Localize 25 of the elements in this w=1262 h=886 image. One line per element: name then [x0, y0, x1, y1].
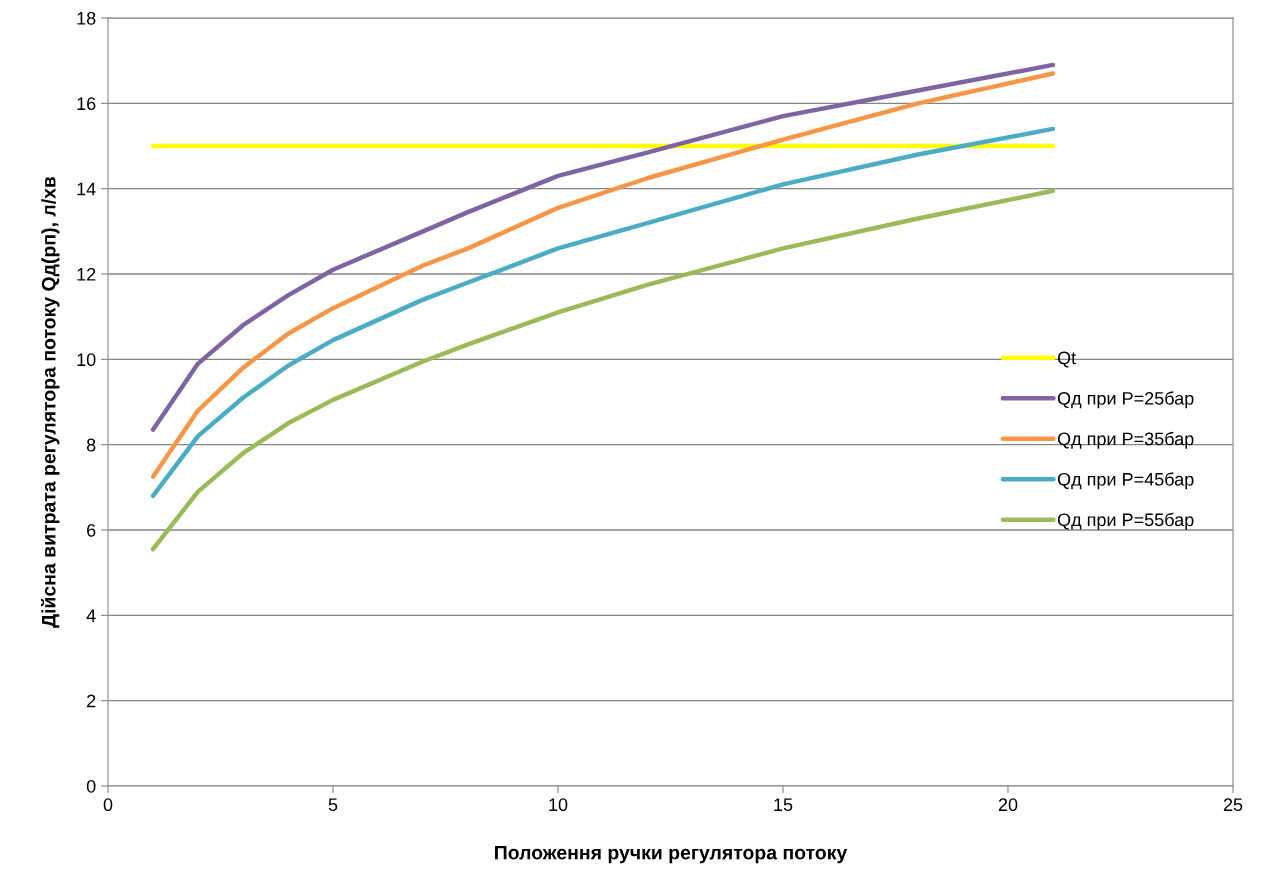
x-tick-label: 5	[328, 798, 338, 812]
y-tick-label: 16	[77, 97, 96, 111]
y-tick-label: 4	[86, 609, 96, 622]
y-tick-label: 18	[77, 11, 96, 25]
y-tick-label: 12	[77, 267, 96, 281]
y-tick-label: 2	[87, 694, 96, 708]
legend-label: Qд при Р=55бар	[1057, 512, 1194, 530]
y-tick-label: 10	[77, 353, 96, 367]
line-series	[150, 188, 1056, 552]
x-tick-label: 15	[774, 798, 793, 812]
x-tick-label: 25	[1223, 798, 1243, 812]
y-tick-label: 6	[87, 523, 96, 537]
x-axis-title: Положення ручки регулятора потоку	[495, 845, 848, 864]
y-tick-label: 0	[86, 779, 96, 793]
legend-label: Qд при Р=45бар	[1057, 472, 1194, 490]
legend-label: Qд при Р=25бар	[1057, 391, 1194, 409]
x-tick-label: 0	[103, 798, 113, 812]
y-axis-title: Дійсна витрата регулятора потоку Qд(рп), л/хв	[40, 176, 60, 628]
x-tick-label: 10	[549, 798, 568, 812]
legend-label: Qд при Р=35бар	[1057, 431, 1194, 449]
x-tick-label: 20	[998, 798, 1018, 812]
y-tick-label: 14	[77, 182, 96, 196]
legend-label: Qt	[1057, 351, 1076, 368]
line-series	[150, 126, 1056, 499]
y-tick-label: 8	[86, 438, 96, 452]
